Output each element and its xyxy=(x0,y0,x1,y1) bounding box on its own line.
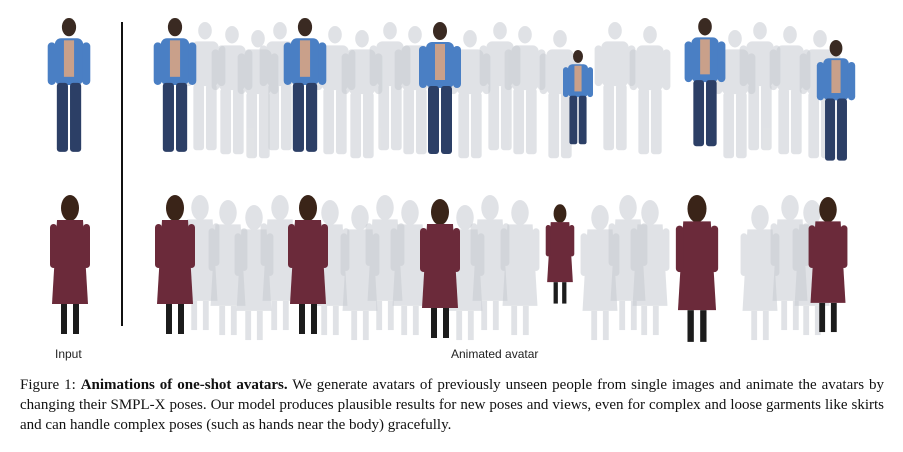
input-label: Input xyxy=(55,347,82,361)
ghost-man-frame xyxy=(341,30,383,159)
animated-avatar-man xyxy=(153,18,197,152)
animated-avatar-woman xyxy=(808,197,848,333)
input-avatar-man xyxy=(47,18,91,152)
animated-avatar-woman xyxy=(675,194,719,342)
animated-avatar-woman xyxy=(545,204,575,304)
input-avatar-woman xyxy=(50,195,90,334)
animated-avatar-man xyxy=(283,18,327,152)
animated-avatar-man xyxy=(816,40,856,161)
animated-avatar-woman xyxy=(288,195,328,334)
figure-caption: Figure 1: Animations of one-shot avatars… xyxy=(20,375,884,435)
ghost-man-frame xyxy=(769,26,811,155)
animated-avatar-woman xyxy=(420,199,460,338)
caption-title: Animations of one-shot avatars. xyxy=(80,377,288,393)
solid-avatars xyxy=(47,18,856,342)
ghost-man-frame xyxy=(594,22,636,151)
animated-avatar-label: Animated avatar xyxy=(451,347,539,361)
caption-prefix: Figure 1: xyxy=(20,377,76,393)
animated-avatar-man xyxy=(684,18,726,147)
figure-illustration xyxy=(47,18,856,342)
ghost-woman-frame xyxy=(630,200,670,336)
ghost-woman-frame xyxy=(500,200,540,336)
animated-avatar-man xyxy=(563,50,593,145)
caption-body: We generate avatars of previously unseen… xyxy=(20,377,884,433)
ghost-man-frame xyxy=(629,26,671,155)
animated-avatar-man xyxy=(419,22,461,154)
animated-avatar-woman xyxy=(155,195,195,334)
ghost-man-frame xyxy=(739,22,781,151)
ghost-frames xyxy=(180,22,841,341)
